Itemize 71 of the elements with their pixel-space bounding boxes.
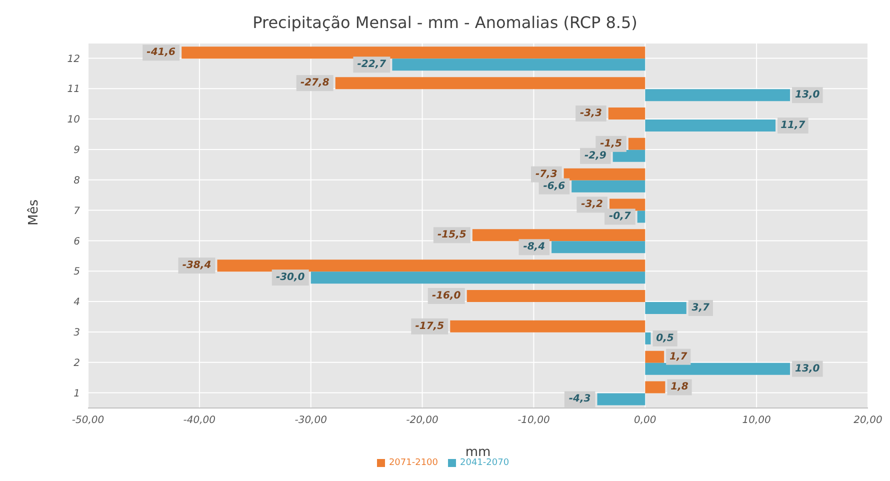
bar: [612, 150, 646, 162]
data-label: 1,7: [670, 351, 688, 362]
x-tick-label: -30,00: [294, 415, 327, 426]
bar: [608, 107, 646, 120]
bar: [217, 260, 646, 272]
bar: [628, 138, 646, 150]
data-label: 0,5: [656, 332, 674, 344]
y-tick-label: 6: [74, 236, 80, 248]
y-tick-label: 9: [74, 145, 80, 156]
data-label: 13,0: [795, 363, 820, 374]
bar: [466, 290, 646, 302]
bar: [335, 77, 646, 90]
y-tick-label: 12: [67, 54, 80, 65]
bar: [472, 229, 646, 242]
bar: [637, 210, 646, 223]
data-label: -41,6: [146, 47, 176, 58]
data-label: -6,6: [543, 180, 566, 192]
y-tick-label: 4: [74, 297, 80, 308]
bar: [572, 180, 646, 192]
bar: [310, 272, 646, 284]
y-axis-title: Mês: [26, 199, 42, 226]
data-label: 11,7: [780, 120, 806, 131]
bar: [645, 119, 776, 132]
bar: [645, 332, 651, 344]
x-tick-label: 0,00: [634, 415, 656, 426]
data-label: 1,8: [670, 382, 688, 393]
bar: [645, 381, 666, 394]
y-tick-label: 3: [74, 328, 80, 339]
y-tick-label: 8: [74, 175, 80, 186]
legend-label: 2041-2070: [460, 458, 510, 468]
bar: [645, 302, 686, 314]
bar: [182, 46, 646, 59]
x-tick-label: 10,00: [742, 415, 771, 426]
y-tick-label: 5: [74, 266, 80, 278]
bar: [564, 168, 646, 180]
y-tick-label: 10: [67, 114, 80, 126]
bar: [450, 320, 646, 332]
x-tick-label: -50,00: [72, 415, 104, 426]
data-label: -8,4: [523, 242, 546, 253]
chart-title: Precipitação Mensal - mm - Anomalias (RCP 8.5): [252, 12, 638, 34]
x-tick-label: -10,00: [518, 415, 550, 426]
bar: [597, 393, 646, 406]
data-label: -17,5: [415, 320, 444, 332]
y-tick-label: 1: [74, 388, 80, 400]
y-tick-label: 7: [74, 206, 81, 217]
data-label: -22,7: [357, 59, 386, 70]
data-label: -4,3: [568, 394, 591, 405]
data-label: 3,7: [692, 302, 710, 314]
data-label: -1,5: [600, 138, 622, 150]
legend-label: 2071-2100: [388, 458, 438, 468]
bar: [645, 362, 790, 375]
data-label: -30,0: [276, 272, 305, 284]
data-label: -3,3: [580, 108, 602, 119]
data-label: -38,4: [182, 260, 212, 272]
y-tick-label: 2: [74, 358, 80, 369]
data-label: -3,2: [581, 199, 604, 210]
y-tick-label: 11: [67, 84, 80, 96]
bar: [645, 89, 790, 102]
bar: [645, 350, 664, 363]
data-label: -15,5: [438, 230, 466, 241]
data-label: -0,7: [609, 211, 631, 222]
x-tick-label: 20,00: [854, 415, 882, 426]
data-label: -7,3: [535, 168, 558, 180]
bar: [392, 58, 646, 71]
x-tick-label: -40,00: [183, 415, 216, 426]
x-tick-label: -20,00: [406, 415, 438, 426]
data-label: -27,8: [300, 78, 330, 89]
data-label: -2,9: [584, 150, 606, 162]
data-label: 13,0: [795, 90, 820, 101]
bar: [552, 241, 646, 254]
data-label: -16,0: [432, 290, 461, 302]
